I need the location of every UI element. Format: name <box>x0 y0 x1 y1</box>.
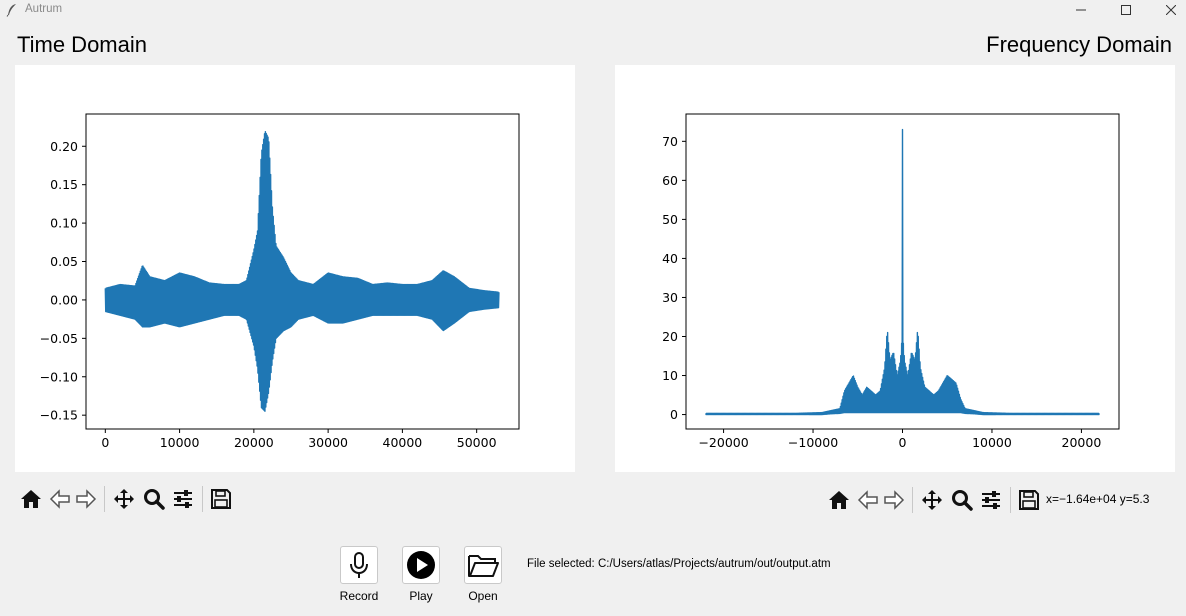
x-tick-label: 20000 <box>1062 435 1102 450</box>
home-button[interactable] <box>19 487 43 511</box>
y-tick-label: 10 <box>662 368 678 383</box>
x-tick-label: 50000 <box>457 435 497 450</box>
y-tick-label: 40 <box>662 251 678 266</box>
y-tick-label: −0.05 <box>40 331 78 346</box>
back-button[interactable] <box>856 488 880 512</box>
y-tick-label: 0.05 <box>50 254 78 269</box>
minimize-icon <box>1076 9 1086 11</box>
frequency-domain-title: Frequency Domain <box>986 32 1172 57</box>
cursor-coordinates: x=−1.64e+04 y=5.3 <box>1046 492 1150 506</box>
window-titlebar: Autrum <box>0 0 1186 20</box>
time-domain-plot-panel[interactable]: 0 10000 20000 30000 40000 50000 −0.15 −0.10 −0.0… <box>15 65 575 472</box>
pan-icon <box>114 489 134 509</box>
configure-subplots-icon <box>982 491 1000 509</box>
forward-button[interactable] <box>74 487 98 511</box>
x-tick-label: 10000 <box>972 435 1012 450</box>
toolbar-separator <box>202 486 203 512</box>
pan-icon <box>922 490 942 510</box>
axes-frame <box>85 113 520 430</box>
forward-icon <box>884 490 905 510</box>
back-button[interactable] <box>48 487 72 511</box>
configure-subplots-button[interactable] <box>171 487 195 511</box>
series-line-1-0 <box>705 128 1100 416</box>
frequency-domain-chart: −20000 −10000 0 10000 20000 0 10 20 30 40 50 60 70 <box>662 113 1120 450</box>
forward-button[interactable] <box>882 488 906 512</box>
x-tick-label: 0 <box>101 435 109 450</box>
home-icon <box>829 491 849 509</box>
y-tick-label: −0.15 <box>40 408 78 423</box>
x-tick-label: −10000 <box>788 435 838 450</box>
frequency-domain-plot-panel[interactable]: −20000 −10000 0 10000 20000 0 10 20 30 40 50 60 70 <box>615 65 1175 472</box>
maximize-button[interactable] <box>1103 0 1149 20</box>
maximize-icon <box>1121 5 1131 15</box>
y-tick-label: 50 <box>662 212 678 227</box>
window-title: Autrum <box>25 3 63 15</box>
toolbar-separator <box>912 487 913 513</box>
back-icon <box>857 490 878 510</box>
y-tick-label: 0.10 <box>50 216 78 231</box>
minimize-button[interactable] <box>1058 0 1104 20</box>
microphone-icon <box>350 552 368 578</box>
y-tick-label: 30 <box>662 290 678 305</box>
zoom-button[interactable] <box>950 488 974 512</box>
time-domain-chart: 0 10000 20000 30000 40000 50000 −0.15 −0.10 −0.0… <box>40 113 520 450</box>
save-icon <box>211 489 231 509</box>
zoom-icon <box>144 489 165 510</box>
play-label: Play <box>409 589 433 603</box>
open-label: Open <box>468 589 498 603</box>
zoom-icon <box>952 490 973 511</box>
y-tick-label: 20 <box>662 329 678 344</box>
pan-button[interactable] <box>112 487 136 511</box>
x-tick-label: 0 <box>899 435 907 450</box>
save-icon <box>1019 490 1039 510</box>
back-icon <box>49 489 70 509</box>
play-button[interactable] <box>402 546 440 584</box>
x-tick-label: 20000 <box>234 435 274 450</box>
y-tick-label: 0 <box>670 407 678 422</box>
record-label: Record <box>339 589 379 603</box>
record-button[interactable] <box>340 546 378 584</box>
close-button[interactable] <box>1148 0 1186 20</box>
home-button[interactable] <box>827 488 851 512</box>
forward-icon <box>76 489 97 509</box>
save-button[interactable] <box>209 487 233 511</box>
configure-subplots-button[interactable] <box>979 488 1003 512</box>
y-tick-label: 0.00 <box>50 292 78 307</box>
configure-subplots-icon <box>174 490 192 508</box>
play-icon <box>407 551 435 579</box>
y-tick-label: 60 <box>662 173 678 188</box>
time-domain-title: Time Domain <box>17 32 147 57</box>
open-folder-icon <box>468 555 499 577</box>
open-button[interactable] <box>464 546 502 584</box>
zoom-button[interactable] <box>142 487 166 511</box>
save-button[interactable] <box>1017 488 1041 512</box>
x-tick-label: −20000 <box>698 435 748 450</box>
toolbar-separator <box>104 486 105 512</box>
y-tick-label: 0.15 <box>50 177 78 192</box>
series-line-0-0 <box>104 131 500 412</box>
x-tick-label: 30000 <box>308 435 348 450</box>
toolbar-separator <box>1010 487 1011 513</box>
y-tick-label: 70 <box>662 134 678 149</box>
y-tick-label: 0.20 <box>50 139 78 154</box>
home-icon <box>21 490 41 508</box>
x-tick-label: 10000 <box>160 435 200 450</box>
x-tick-label: 40000 <box>383 435 423 450</box>
feather-icon <box>6 4 16 17</box>
y-tick-label: −0.10 <box>40 369 78 384</box>
pan-button[interactable] <box>920 488 944 512</box>
close-icon <box>1166 5 1176 15</box>
file-selected-status: File selected: C:/Users/atlas/Projects/a… <box>527 558 831 570</box>
